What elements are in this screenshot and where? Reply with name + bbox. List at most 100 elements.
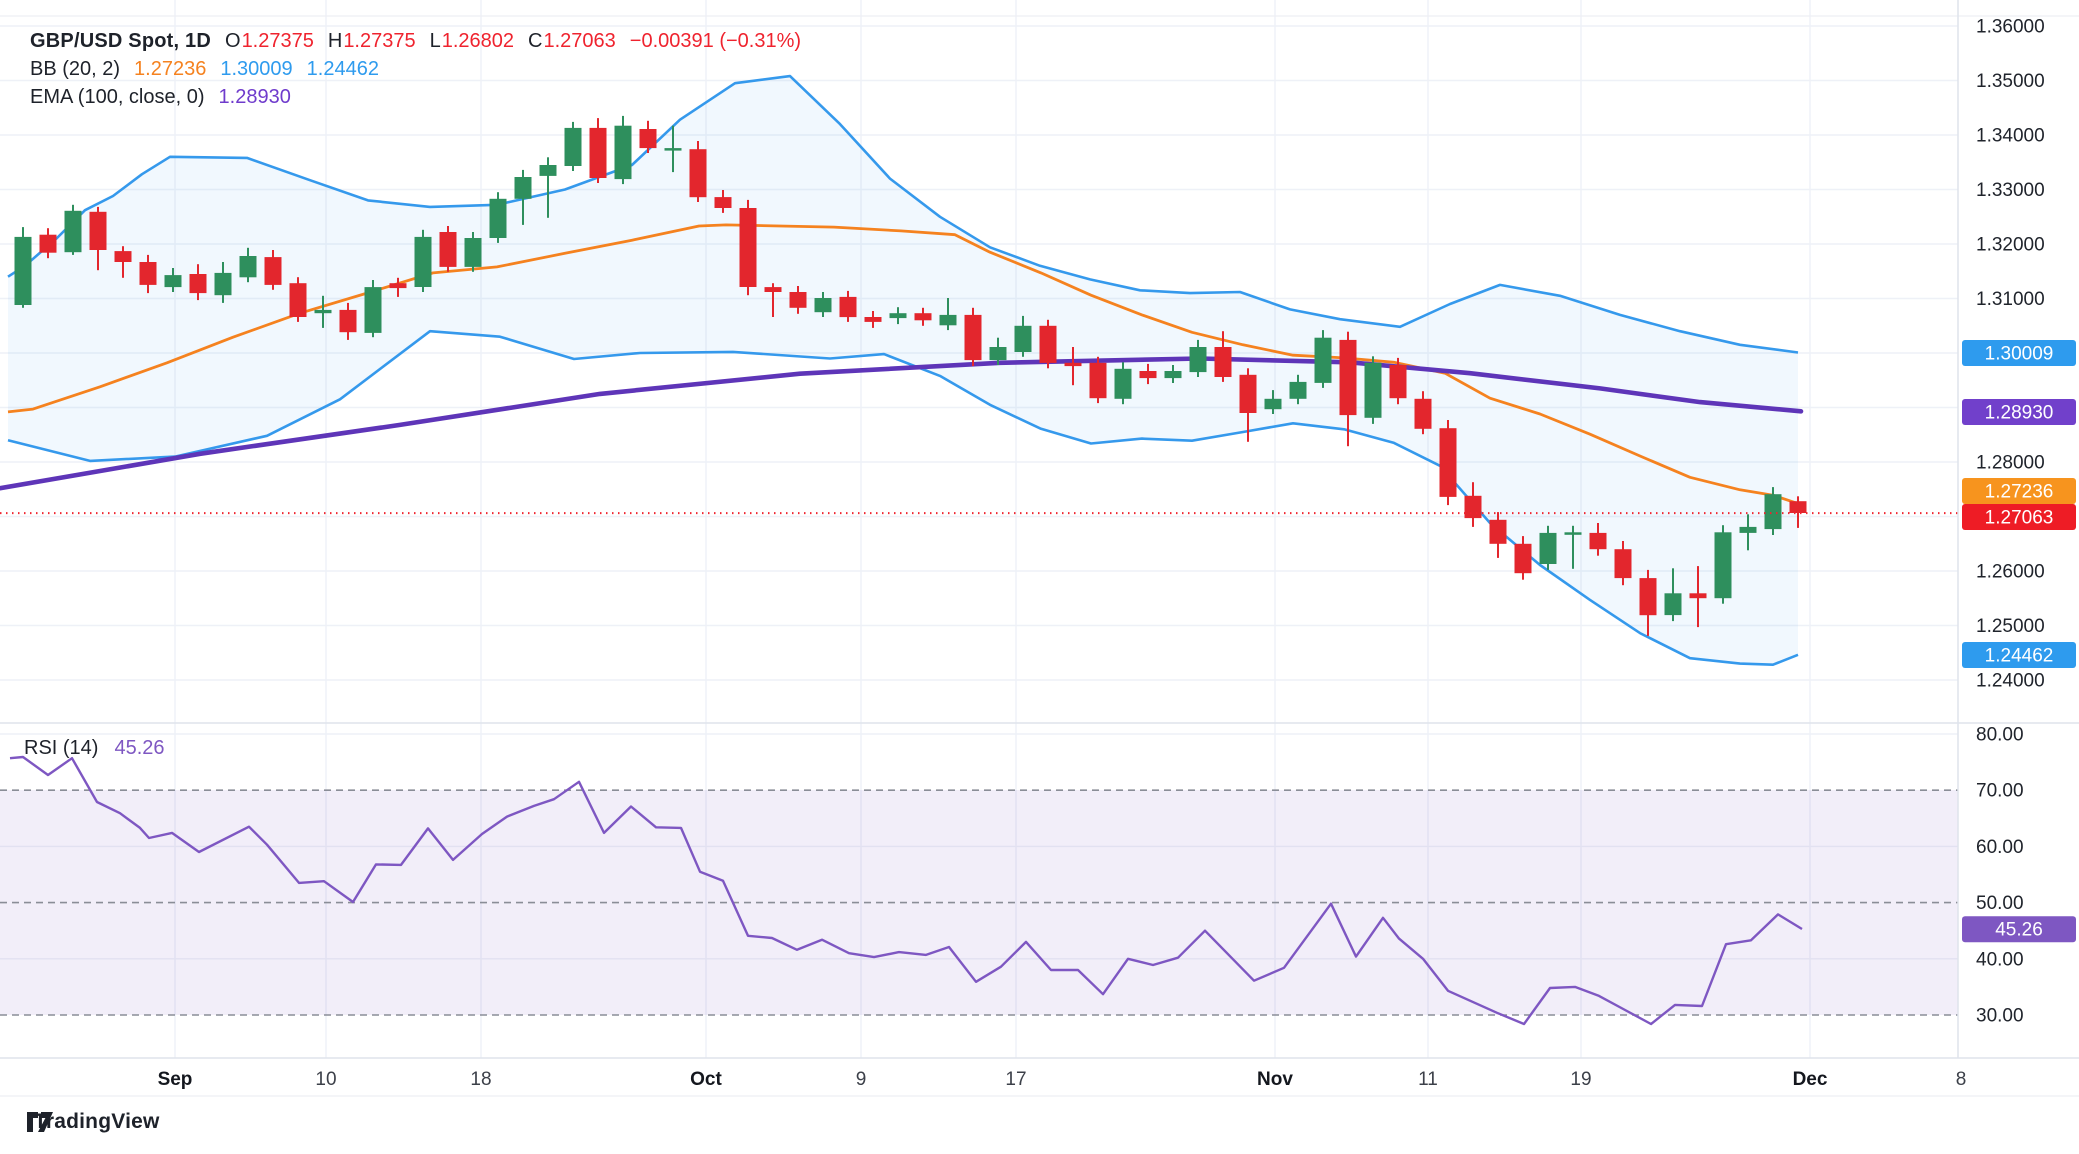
bb-lower-value: 1.24462 [306, 58, 379, 80]
time-tick-label: 11 [1418, 1069, 1438, 1090]
candle-body [1789, 501, 1807, 513]
pane-separators [0, 0, 2079, 1097]
candle-body [214, 272, 232, 296]
candle-body [1464, 495, 1482, 519]
price-badge-value: 1.28930 [1985, 403, 2054, 424]
ema-legend-row[interactable]: EMA (100, close, 0) 1.28930 [30, 86, 801, 109]
price-tick-label: 1.33000 [1976, 180, 2045, 201]
candle-body [839, 296, 857, 318]
symbol-title[interactable]: GBP/USD Spot, 1D [30, 30, 211, 52]
change-value: −0.00391 (−0.31%) [629, 30, 802, 52]
candle-body [1339, 339, 1357, 416]
price-tick-label: 1.24000 [1976, 671, 2045, 692]
bb-indicator-name: BB (20, 2) [30, 58, 121, 80]
candle-body [739, 208, 757, 287]
candle-body [414, 236, 432, 287]
candle-body [289, 283, 307, 317]
rsi-tick-label: 50.00 [1976, 893, 2024, 914]
candle-body [39, 234, 57, 253]
rsi-tick-label: 70.00 [1976, 781, 2024, 802]
candle-body [389, 283, 407, 289]
rsi-pane[interactable] [0, 755, 1958, 1026]
price-tick-label: 1.34000 [1976, 126, 2045, 147]
time-axis[interactable]: Sep 10 18 Oct 9 17 Nov 11 19 Dec 8 [158, 1069, 1967, 1090]
candle-body [1164, 371, 1182, 379]
ohlc-low: L 1.26802 [429, 30, 515, 52]
price-tick-label: 1.31000 [1976, 289, 2045, 310]
candle-body [589, 127, 607, 178]
rsi-line [9, 755, 1803, 1026]
ohlc-close: C 1.27063 [528, 30, 616, 52]
time-tick-label: Nov [1257, 1069, 1293, 1090]
candle-body [1689, 593, 1707, 599]
rsi-indicator-name: RSI (14) [24, 737, 99, 759]
candle-body [1114, 368, 1132, 399]
candle-body [789, 292, 807, 308]
candle-body [264, 257, 282, 285]
candlestick-series[interactable] [14, 115, 1807, 636]
candle-body [564, 127, 582, 166]
candle-body [1139, 371, 1157, 379]
price-badge [1962, 504, 2076, 530]
price-tick-label: 1.28000 [1976, 453, 2045, 474]
bb-legend-row[interactable]: BB (20, 2) 1.27236 1.30009 1.24462 [30, 58, 801, 81]
time-tick-label: Dec [1793, 1069, 1828, 1090]
price-badge [1962, 340, 2076, 366]
rsi-badge-value: 45.26 [1995, 920, 2043, 941]
bb-fill-area [8, 76, 1798, 665]
price-badge-value: 1.24462 [1985, 646, 2054, 667]
price-badge [1962, 478, 2076, 504]
bb-upper-value: 1.30009 [220, 58, 293, 80]
tradingview-watermark[interactable]: TradingView [26, 1110, 160, 1134]
candle-body [1389, 365, 1407, 399]
rsi-tick-label: 30.00 [1976, 1006, 2024, 1027]
candle-body [1739, 526, 1757, 533]
price-badge [1962, 399, 2076, 425]
candle-body [614, 125, 632, 180]
symbol-legend-row: GBP/USD Spot, 1D O 1.27375 H 1.27375 L 1.26… [30, 30, 801, 53]
candle-body [1439, 428, 1457, 497]
time-tick-label: 19 [1570, 1069, 1591, 1090]
candle-body [314, 309, 332, 314]
candle-body [889, 313, 907, 319]
candle-body [114, 251, 132, 262]
candle-body [14, 236, 32, 305]
price-badge-value: 1.30009 [1985, 344, 2054, 365]
price-tick-label: 1.25000 [1976, 616, 2045, 637]
candle-body [439, 232, 457, 267]
rsi-legend-row[interactable]: RSI (14) 45.26 [24, 737, 165, 760]
time-tick-label: 9 [856, 1069, 867, 1090]
rsi-tick-label: 60.00 [1976, 837, 2024, 858]
price-axis[interactable]: 1.36000 1.35000 1.34000 1.33000 1.32000 1.310… [1976, 17, 2045, 692]
price-tick-label: 1.32000 [1976, 235, 2045, 256]
bb-basis-line [7, 223, 1799, 505]
rsi-tick-label: 40.00 [1976, 949, 2024, 970]
rsi-badge [1962, 916, 2076, 943]
bb-lower-line [7, 329, 1799, 667]
candle-body [1214, 347, 1232, 377]
rsi-axis[interactable]: 80.00 70.00 60.00 50.00 40.00 30.00 [1976, 725, 2024, 1027]
candle-body [1764, 494, 1782, 530]
candle-body [939, 314, 957, 326]
candle-body [89, 211, 107, 250]
rsi-value: 45.26 [114, 737, 165, 759]
watermark-label: TradingView [34, 1110, 160, 1133]
candle-body [1264, 398, 1282, 410]
bollinger-bands[interactable] [7, 74, 1799, 667]
price-tick-label: 1.26000 [1976, 562, 2045, 583]
candle-body [814, 298, 832, 313]
candle-body [1639, 578, 1657, 616]
price-badge [1962, 642, 2076, 668]
candle-body [689, 149, 707, 198]
ema-indicator-name: EMA (100, close, 0) [30, 86, 205, 108]
candle-body [514, 177, 532, 199]
ema-line[interactable] [0, 356, 1804, 491]
axis-badges: 1.30009 1.28930 1.27236 1.27063 1.24462 45.26 [1962, 340, 2076, 943]
candle-body [664, 148, 682, 151]
main-legend: GBP/USD Spot, 1D O 1.27375 H 1.27375 L 1.26… [30, 30, 801, 109]
candle-body [1564, 532, 1582, 535]
candle-body [1289, 381, 1307, 399]
candle-body [1239, 374, 1257, 413]
